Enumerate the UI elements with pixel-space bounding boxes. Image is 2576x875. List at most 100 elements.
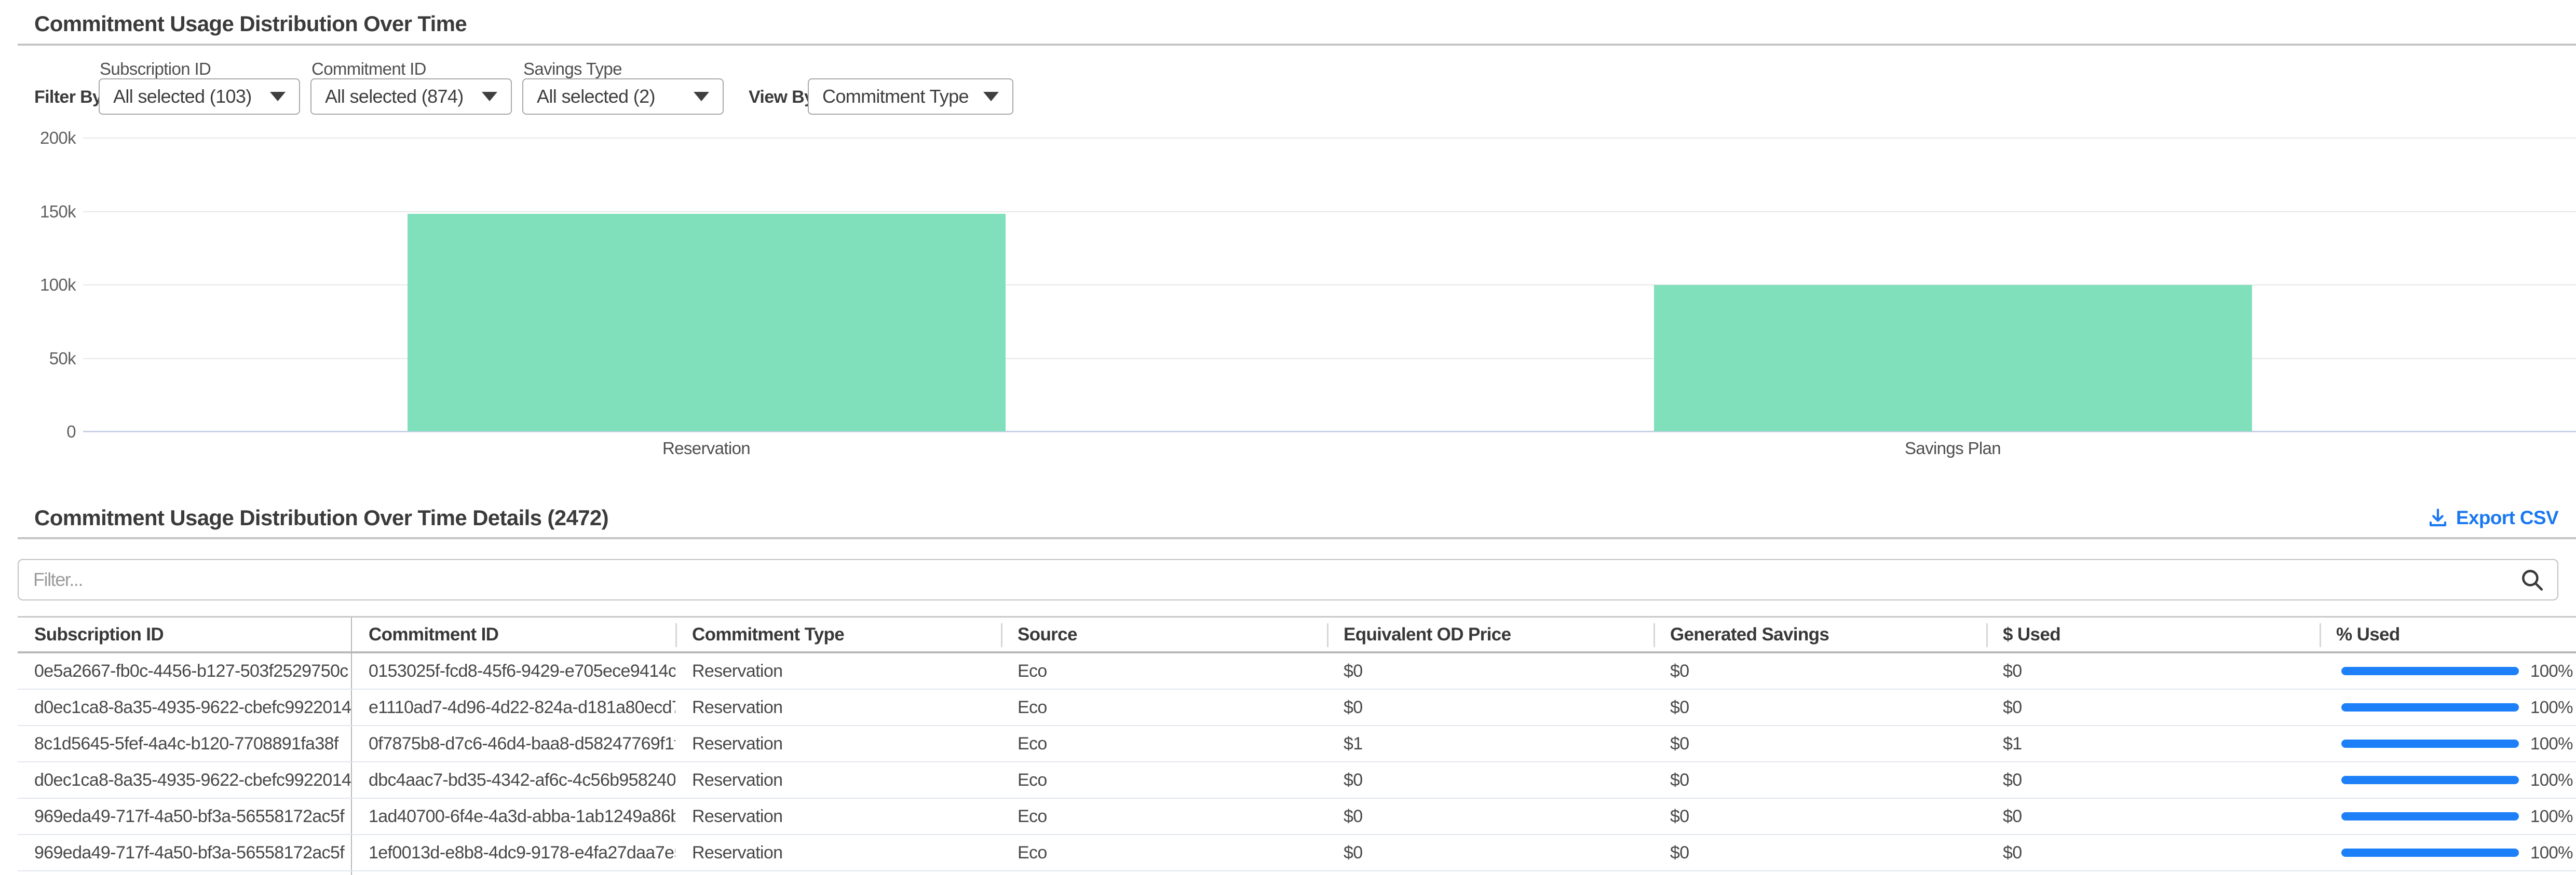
cell-subscription_id [18,871,352,875]
savings-type-filter[interactable]: All selected (2) [522,78,724,115]
cell-subscription_id: 969eda49-717f-4a50-bf3a-56558172ac5f [18,835,352,870]
usage-percent-label: 100% [2530,661,2573,680]
cell-equivalent_od_price: $0 [1344,661,1363,681]
commitment-id-filter-value: All selected (874) [325,86,464,107]
divider [18,537,2576,539]
column-header-commitment_type: Commitment Type [675,618,1001,651]
cell-commitment_id: 0f7875b8-d7c6-46d4-baa8-d58247769f1f [369,733,675,754]
bar-savings-plan [1653,285,2252,431]
view-by-select-value: Commitment Type [822,86,969,107]
cell-source: Eco [1018,661,1047,681]
cell-commitment_type: Reservation [692,697,783,717]
usage-percent-label: 100% [2530,770,2573,789]
column-header-subscription_id: Subscription ID [18,618,352,651]
cell-used_dollars: $0 [2003,697,2022,717]
cell-generated_savings: $0 [1670,733,1689,754]
cell-equivalent_od_price: $1 [1344,733,1363,754]
cell-used_dollars: $0 [2003,770,2022,790]
usage-percent-label: 100% [2530,843,2573,862]
y-axis-tick-label: 100k [40,275,76,294]
cell-commitment_type: Reservation [692,733,783,754]
table-row: d0ec1ca8-8a35-4935-9622-cbefc9922014 e111… [18,690,2576,726]
cell-subscription_id: 8c1d5645-5fef-4a4c-b120-7708891fa38f [18,726,352,761]
page-title: Commitment Usage Distribution Over Time [34,11,467,36]
cell-commitment_id: 1ef0013d-e8b8-4dc9-9178-e4fa27daa7e5 [369,842,675,863]
table-filter [18,559,2558,600]
usage-percent-label: 100% [2530,806,2573,826]
details-table: Subscription ID Commitment ID Commitment T… [18,616,2576,875]
cell-equivalent_od_price: $0 [1344,806,1363,826]
cell-used_percent: 100% [2320,653,2576,689]
usage-progress-bar [2341,703,2519,712]
subscription-id-label: Subscription ID [100,59,211,78]
filter-by-label: Filter By: [34,87,108,107]
cell-commitment_type: Reservation [692,661,783,681]
y-axis-tick-label: 50k [49,348,76,368]
chevron-down-icon [694,92,709,101]
cell-used_percent: 100% [2320,726,2576,761]
bar-reservation [407,214,1006,431]
cell-equivalent_od_price: $0 [1344,770,1363,790]
cell-commitment_type: Reservation [692,770,783,790]
cell-used_dollars: $0 [2003,806,2022,826]
download-icon[interactable] [2427,507,2449,529]
x-axis-category-label: Reservation [662,439,751,458]
view-by-label: View By: [749,87,820,107]
cell-equivalent_od_price: $0 [1344,842,1363,863]
cell-source: Eco [1018,733,1047,754]
y-axis-tick-label: 200k [40,128,76,147]
y-axis-tick-label: 0 [66,422,76,441]
search-icon [2522,570,2543,591]
chevron-down-icon [983,92,999,101]
cell-used_dollars: $1 [2003,733,2022,754]
usage-progress-bar [2341,667,2519,675]
cell-generated_savings: $0 [1670,770,1689,790]
usage-percent-label: 100% [2530,734,2573,753]
usage-progress-bar [2341,776,2519,784]
y-axis-tick-label: 150k [40,201,76,221]
cell-used_dollars: $0 [2003,661,2022,681]
commitment-id-label: Commitment ID [311,59,427,78]
usage-progress-bar [2341,849,2519,857]
cell-used_percent: 100% [2320,835,2576,870]
cell-equivalent_od_price: $0 [1344,697,1363,717]
cell-commitment_id: e1110ad7-4d96-4d22-824a-d181a80ecd7d [369,697,675,717]
export-csv-label: Export CSV [2456,507,2559,528]
table-row: 8c1d5645-5fef-4a4c-b120-7708891fa38f 0f78… [18,726,2576,762]
savings-type-label: Savings Type [523,59,622,78]
cell-subscription_id: 0e5a2667-fb0c-4456-b127-503f2529750c [18,653,352,689]
chart-plot-area: 0 50k 100k 150k 200k Reservation Savings Plan [40,128,2576,458]
view-by-select[interactable]: Commitment Type [808,78,1013,115]
cell-source: Eco [1018,770,1047,790]
export-csv-link[interactable]: Export CSV [2427,507,2559,529]
table-row: 0e5a2667-fb0c-4456-b127-503f2529750c 0153… [18,653,2576,690]
usage-progress-bar [2341,812,2519,821]
cell-used_percent: 100% [2320,762,2576,798]
details-title: Commitment Usage Distribution Over Time … [34,505,609,530]
column-header-commitment_id: Commitment ID [369,624,499,645]
gridline [83,358,2576,359]
chevron-down-icon [270,92,286,101]
column-header-equivalent_od_price: Equivalent OD Price [1327,618,1653,651]
table-row-partial [18,871,2576,875]
x-axis-category-label: Savings Plan [1905,439,2001,458]
table-row: 969eda49-717f-4a50-bf3a-56558172ac5f 1ad4… [18,799,2576,835]
usage-percent-label: 100% [2530,698,2573,717]
cell-source: Eco [1018,697,1047,717]
usage-progress-bar [2341,740,2519,748]
table-filter-input[interactable] [18,559,2558,600]
commitment-id-filter[interactable]: All selected (874) [310,78,512,115]
cell-subscription_id: d0ec1ca8-8a35-4935-9622-cbefc9922014 [18,762,352,798]
commitment-usage-bar-chart: 0 50k 100k 150k 200k Reservation Savings Plan [0,128,2576,465]
cell-commitment_type: Reservation [692,842,783,863]
cell-commitment_id: 0153025f-fcd8-45f6-9429-e705ece9414c [369,661,675,681]
cell-source: Eco [1018,806,1047,826]
gridline [83,284,2576,285]
cell-commitment_id: dbc4aac7-bd35-4342-af6c-4c56b9582400 [369,770,675,790]
cell-generated_savings: $0 [1670,661,1689,681]
divider [18,44,2576,46]
table-header-row: Subscription ID Commitment ID Commitment T… [18,616,2576,653]
cell-used_percent: 100% [2320,690,2576,725]
subscription-id-filter[interactable]: All selected (103) [99,78,300,115]
